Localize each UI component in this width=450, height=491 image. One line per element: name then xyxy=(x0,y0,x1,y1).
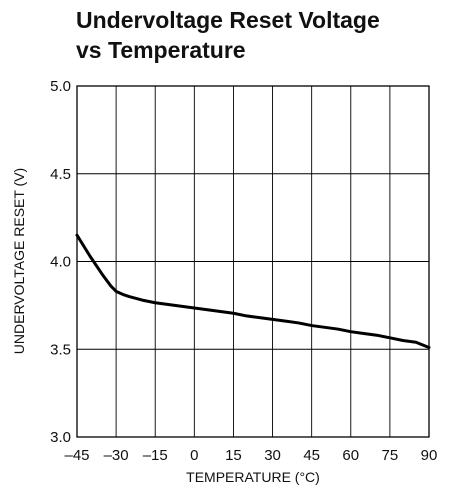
x-tick-label: 45 xyxy=(303,447,320,464)
plot-area xyxy=(76,85,430,438)
gridlines xyxy=(77,86,429,437)
y-tick-label: 3.0 xyxy=(50,429,71,446)
y-tick-label: 4.5 xyxy=(50,166,71,183)
y-tick-labels: 3.0 3.5 4.0 4.5 5.0 xyxy=(50,78,71,446)
y-axis-label: UNDERVOLTAGE RESET (V) xyxy=(11,168,27,354)
x-tick-label: 0 xyxy=(190,447,198,464)
x-tick-label: –45 xyxy=(64,447,89,464)
y-tick-label: 3.5 xyxy=(50,341,71,358)
y-tick-label: 5.0 xyxy=(50,78,71,95)
x-tick-label: 75 xyxy=(382,447,399,464)
x-tick-label: 90 xyxy=(421,447,438,464)
chart-title-line-2: vs Temperature xyxy=(76,37,246,63)
series-line-undervoltage-reset xyxy=(75,233,431,349)
x-tick-label: 15 xyxy=(225,447,242,464)
x-tick-label: –30 xyxy=(104,447,129,464)
y-tick-label: 4.0 xyxy=(50,254,71,271)
x-tick-label: 60 xyxy=(342,447,359,464)
x-tick-label: –15 xyxy=(143,447,168,464)
x-axis-label: TEMPERATURE (°C) xyxy=(186,469,320,485)
chart-title-line-1: Undervoltage Reset Voltage xyxy=(76,7,380,33)
x-tick-label: 30 xyxy=(264,447,281,464)
x-tick-labels: –45 –30 –15 0 15 30 45 60 75 90 xyxy=(64,447,437,464)
